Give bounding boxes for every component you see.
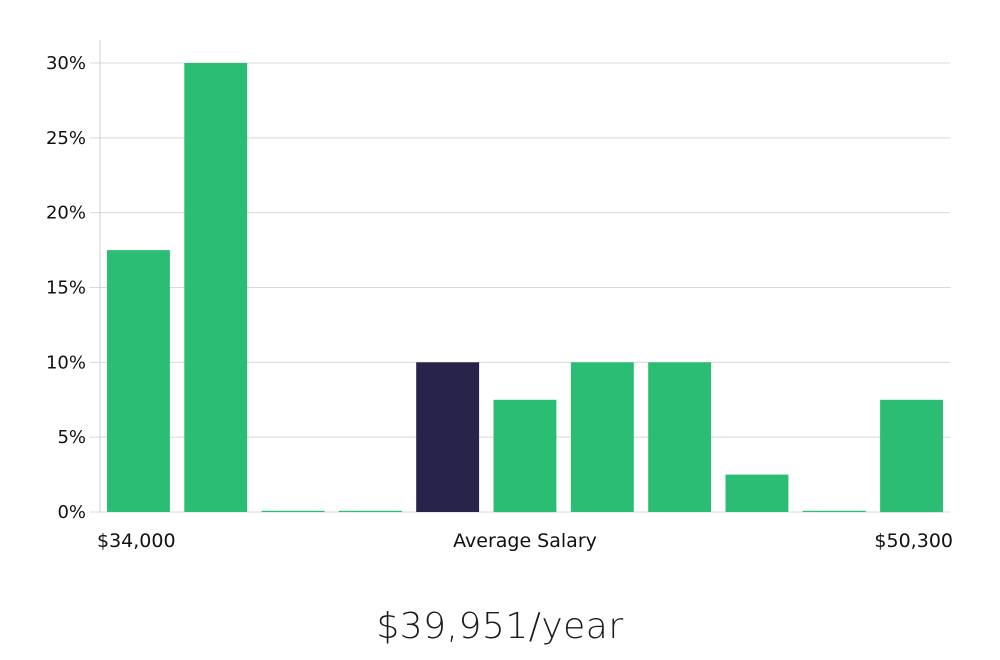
y-tick-label: 15% <box>46 278 86 299</box>
y-tick-label: 30% <box>46 53 86 74</box>
y-tick-label: 25% <box>46 128 86 149</box>
x-label-max: $50,300 <box>874 530 953 552</box>
bar <box>107 250 170 512</box>
y-axis-ticks: 0% 5% 10% 15% 20% 25% 30% <box>46 53 86 523</box>
bar <box>726 475 789 512</box>
y-tick-label: 0% <box>57 502 86 523</box>
bar-average <box>416 362 479 512</box>
y-tick-label: 10% <box>46 352 86 373</box>
x-label-average: Average Salary <box>453 530 597 552</box>
average-salary-headline: $39,951/year <box>0 606 1000 660</box>
bar <box>494 400 557 512</box>
salary-histogram: 0% 5% 10% 15% 20% 25% 30% $34,000 Average Sala… <box>0 0 1000 590</box>
bar <box>571 362 634 512</box>
bar <box>184 63 247 512</box>
x-label-min: $34,000 <box>97 530 176 552</box>
bar <box>648 362 711 512</box>
bar <box>262 511 325 512</box>
bar <box>880 400 943 512</box>
y-tick-label: 20% <box>46 203 86 224</box>
y-tick-label: 5% <box>57 427 86 448</box>
bar <box>339 511 402 512</box>
bar <box>803 511 866 512</box>
